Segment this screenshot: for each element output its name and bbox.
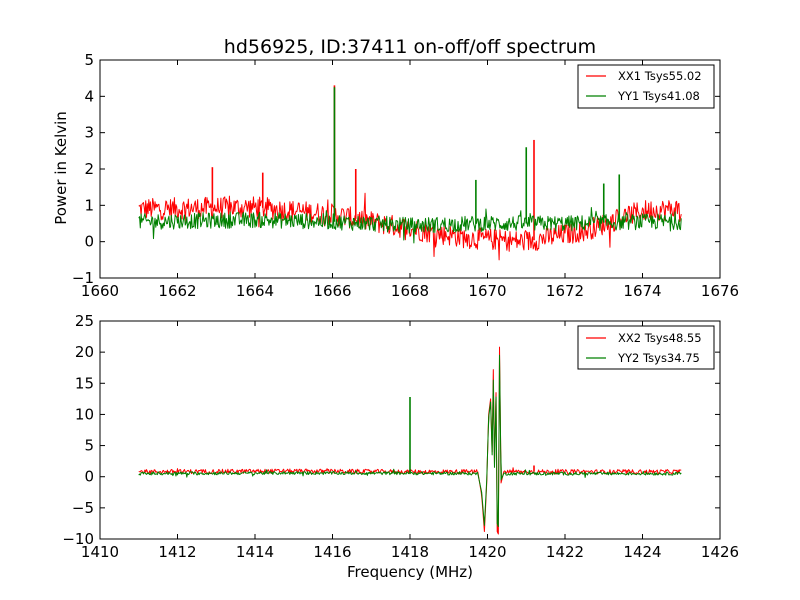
bottom-x-tick-label: 1414 [236, 543, 274, 561]
top-legend-box [577, 64, 715, 109]
bottom-panel: Frequency (MHz) 1410 1412 1414 1416 1418 1420… [62, 312, 739, 581]
bottom-x-tick-label: 1424 [623, 543, 661, 561]
top-x-tick-label: 1672 [546, 282, 584, 300]
bottom-y-tick-label: −5 [72, 499, 94, 517]
legend-label-xx1: XX1 Tsys55.02 [618, 69, 702, 83]
top-legend: XX1 Tsys55.02 YY1 Tsys41.08 [577, 64, 715, 109]
legend-label-yy1: YY1 Tsys41.08 [617, 89, 700, 103]
bottom-y-tick-label: −10 [62, 530, 94, 548]
bottom-y-tick-label: 20 [75, 343, 94, 361]
top-y-tick-label: 4 [84, 87, 94, 105]
series-line-bottom-1 [138, 354, 682, 528]
bottom-x-tick-label: 1410 [81, 543, 119, 561]
bottom-y-tick-label: 15 [75, 374, 94, 392]
legend-label-xx2: XX2 Tsys48.55 [618, 331, 702, 345]
top-panel: Power in Kelvin 1660 1662 1664 1666 1668 1670… [52, 51, 739, 300]
bottom-legend-box [577, 325, 715, 370]
chart-title: hd56925, ID:37411 on-off/off spectrum [224, 36, 596, 58]
top-x-tick-label: 1668 [391, 282, 429, 300]
top-x-tick-label: 1676 [701, 282, 739, 300]
top-y-tick-label: 3 [84, 124, 94, 142]
bottom-x-tick-label: 1420 [468, 543, 506, 561]
bottom-x-tick-label: 1422 [546, 543, 584, 561]
top-x-tick-label: 1670 [468, 282, 506, 300]
bottom-y-tick-label: 10 [75, 405, 94, 423]
top-x-tick-label: 1666 [313, 282, 351, 300]
bottom-y-tick-label: 25 [75, 312, 94, 330]
bottom-y-tick-label: 5 [84, 437, 94, 455]
series-line-top-1 [138, 207, 682, 244]
top-x-tick-label: 1664 [236, 282, 274, 300]
legend-label-yy2: YY2 Tsys34.75 [617, 351, 700, 365]
top-x-tick-label: 1660 [81, 282, 119, 300]
top-y-tick-label: −1 [72, 269, 94, 287]
bottom-x-tick-label: 1416 [313, 543, 351, 561]
top-y-tick-label: 2 [84, 160, 94, 178]
top-y-tick-label: 1 [84, 196, 94, 214]
top-y-axis-label: Power in Kelvin [52, 111, 70, 225]
bottom-y-tick-label: 0 [84, 468, 94, 486]
top-y-tick-label: 0 [84, 233, 94, 251]
series-line-top-0 [138, 192, 682, 261]
bottom-x-axis-label: Frequency (MHz) [347, 563, 473, 581]
top-x-tick-label: 1674 [623, 282, 661, 300]
bottom-x-tick-label: 1412 [158, 543, 196, 561]
top-y-tick-label: 5 [84, 51, 94, 69]
bottom-x-tick-label: 1426 [701, 543, 739, 561]
top-x-tick-label: 1662 [158, 282, 196, 300]
bottom-x-tick-label: 1418 [391, 543, 429, 561]
bottom-legend: XX2 Tsys48.55 YY2 Tsys34.75 [577, 325, 715, 370]
